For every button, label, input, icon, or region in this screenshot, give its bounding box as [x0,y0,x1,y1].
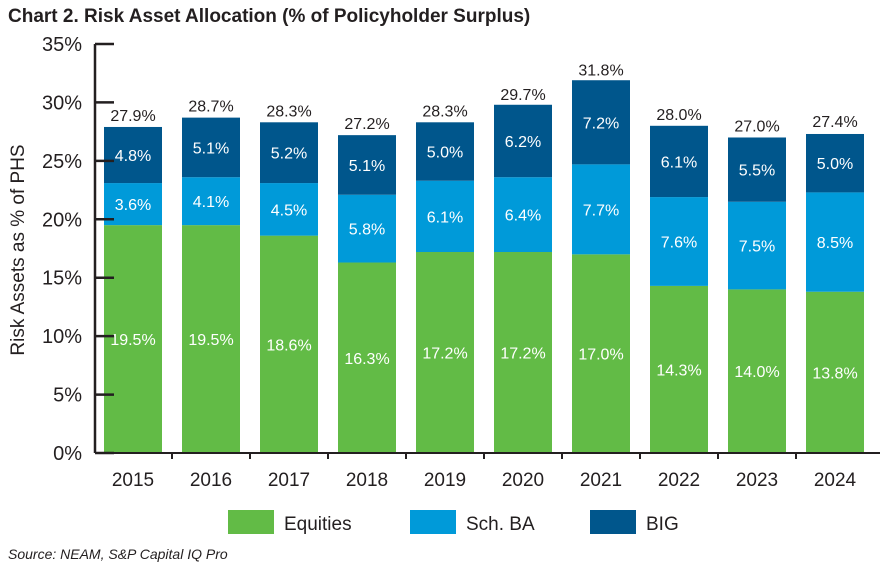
bar-big-2016 [182,117,240,178]
y-tick-label: 0% [53,443,82,465]
data-label: 5.1% [349,158,385,175]
bar-equities-2024 [806,291,864,453]
data-label: 3.6% [115,197,151,214]
y-tick-label: 30% [42,92,82,114]
bar-equities-2021 [572,254,630,453]
data-label: 5.2% [271,146,307,163]
data-label: 4.5% [271,202,307,219]
data-label: 14.0% [734,364,779,381]
legend-label: BIG [646,514,679,535]
y-tick-label: 20% [42,209,82,231]
data-label: 19.5% [188,332,233,349]
total-label: 27.4% [812,114,857,131]
data-label: 8.5% [817,235,853,252]
data-label: 6.1% [427,209,463,226]
data-label: 7.5% [739,239,775,256]
data-label: 18.6% [266,337,311,354]
data-label: 4.1% [193,194,229,211]
data-label: 19.5% [110,332,155,349]
data-label: 4.8% [115,148,151,165]
x-tick-label: 2017 [268,470,310,491]
bar-sch-ba-2022 [650,197,708,286]
y-tick-label: 10% [42,326,82,348]
bar-equities-2016 [182,225,240,453]
bar-big-2020 [494,104,552,178]
data-label: 7.7% [583,202,619,219]
bar-equities-2018 [338,262,396,453]
bar-big-2024 [806,133,864,193]
bar-sch-ba-2016 [182,177,240,226]
bar-big-2021 [572,80,630,165]
data-label: 16.3% [344,351,389,368]
data-label: 17.2% [500,346,545,363]
chart-title: Chart 2. Risk Asset Allocation (% of Pol… [8,6,531,27]
bar-equities-2017 [260,235,318,453]
data-label: 6.4% [505,208,541,225]
legend-swatch-equities [228,510,274,534]
y-tick-label: 5% [53,385,82,407]
total-label: 28.0% [656,107,701,124]
total-label: 29.7% [500,87,545,104]
total-label: 31.8% [578,62,623,79]
total-label: 28.3% [422,103,467,120]
legend-label: Equities [284,514,352,535]
x-tick-label: 2019 [424,470,466,491]
source-note: Source: NEAM, S&P Capital IQ Pro [8,546,228,562]
total-label: 28.3% [266,103,311,120]
data-label: 6.1% [661,154,697,171]
x-tick-label: 2024 [814,470,857,491]
x-tick-label: 2016 [190,470,232,491]
y-tick-label: 25% [42,151,82,173]
total-label: 27.0% [734,118,779,135]
data-label: 14.3% [656,362,701,379]
bar-equities-2023 [728,289,786,453]
data-label: 5.0% [427,145,463,162]
bar-big-2017 [260,122,318,184]
x-tick-label: 2018 [346,470,388,491]
data-label: 6.2% [505,134,541,151]
bar-big-2015 [104,126,162,184]
data-label: 7.6% [661,234,697,251]
bar-sch-ba-2020 [494,177,552,253]
legend-label: Sch. BA [466,514,535,535]
bar-sch-ba-2021 [572,164,630,255]
x-tick-label: 2020 [502,470,544,491]
x-tick-label: 2015 [112,470,154,491]
data-label: 7.2% [583,115,619,132]
bar-sch-ba-2017 [260,183,318,236]
y-tick-label: 35% [42,34,82,56]
bar-sch-ba-2018 [338,194,396,263]
total-label: 28.7% [188,99,233,116]
data-label: 5.5% [739,163,775,180]
total-label: 27.9% [110,108,155,125]
data-label: 5.0% [817,156,853,173]
bar-big-2018 [338,135,396,195]
x-tick-label: 2022 [658,470,700,491]
data-label: 5.1% [193,140,229,157]
bar-sch-ba-2024 [806,192,864,292]
y-tick-label: 15% [42,268,82,290]
bar-equities-2020 [494,252,552,453]
legend-swatch-big [590,510,636,534]
bar-sch-ba-2019 [416,180,474,253]
data-label: 5.8% [349,222,385,239]
bar-big-2019 [416,122,474,181]
data-label: 17.2% [422,346,467,363]
bar-equities-2019 [416,252,474,453]
total-label: 27.2% [344,116,389,133]
bar-equities-2015 [104,225,162,453]
bar-big-2022 [650,125,708,198]
legend-swatch-sch-ba [410,510,456,534]
bar-big-2023 [728,137,786,202]
bar-sch-ba-2023 [728,201,786,290]
x-tick-label: 2021 [580,470,622,491]
bar-equities-2022 [650,285,708,453]
x-tick-label: 2023 [736,470,778,491]
data-label: 17.0% [578,347,623,364]
y-axis-label: Risk Assets as % of PHS [8,144,29,355]
data-label: 13.8% [812,365,857,382]
